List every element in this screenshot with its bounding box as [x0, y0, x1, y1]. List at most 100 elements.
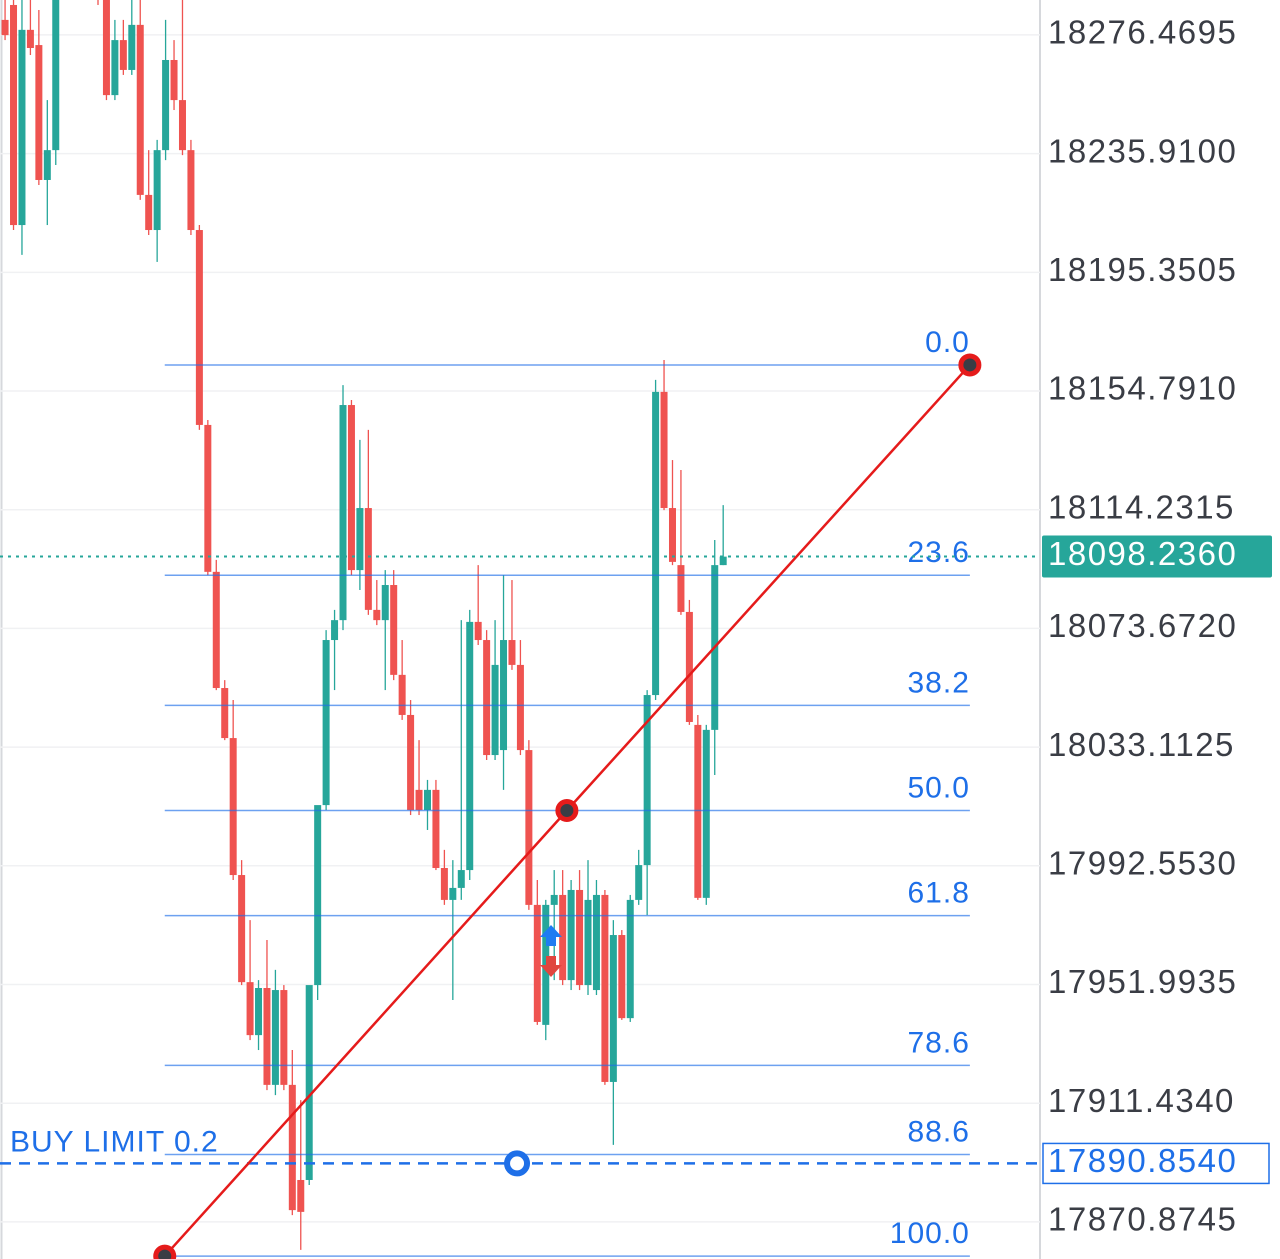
fib-level-label: 61.8 — [907, 877, 969, 910]
candle-body — [195, 230, 203, 425]
candle-body — [508, 640, 516, 665]
fib-level-label: 88.6 — [907, 1115, 969, 1148]
candle-body — [297, 1179, 305, 1212]
candle-body — [153, 150, 161, 231]
candle-body — [1, 19, 9, 36]
candle-body — [677, 565, 685, 612]
y-tick-label: 18276.4695 — [1048, 14, 1237, 51]
candle-body — [18, 29, 26, 226]
order-handle — [504, 1150, 531, 1177]
candle-body — [719, 556, 727, 566]
candle-body — [390, 585, 398, 675]
trendline-anchor — [555, 799, 579, 823]
candle-body — [618, 935, 626, 1019]
candle-body — [407, 714, 415, 811]
trendline-anchor — [153, 1244, 177, 1259]
candle-body — [221, 688, 229, 739]
candle-body — [170, 59, 178, 101]
candle-body — [314, 805, 322, 986]
fib-level-label: 50.0 — [907, 771, 969, 804]
price-axis: 18276.4695 18235.9100 18195.3505 18154.7910… — [1042, 14, 1272, 1238]
candle-body — [347, 405, 355, 571]
current-price-label: 18098.2360 — [1048, 535, 1237, 572]
candle-body — [178, 100, 186, 151]
y-tick-label: 18195.3505 — [1048, 251, 1237, 288]
y-tick-label: 17951.9935 — [1048, 963, 1237, 1000]
candle-body — [449, 887, 457, 900]
y-tick-label: 18114.2315 — [1048, 488, 1235, 525]
candle-body — [238, 875, 246, 983]
candle-body — [542, 904, 550, 1025]
candle-body — [364, 508, 372, 610]
candle-body — [373, 609, 381, 621]
candle-body — [339, 405, 347, 621]
candle-body — [398, 674, 406, 715]
candle-body — [601, 894, 609, 1082]
y-tick-label: 18235.9100 — [1048, 132, 1237, 169]
y-tick-label: 17870.8745 — [1048, 1201, 1237, 1238]
candle-body — [212, 571, 220, 689]
trendline-anchor — [958, 353, 982, 377]
candle-body — [255, 988, 263, 1036]
y-tick-label: 18073.6720 — [1048, 607, 1237, 644]
candle-body — [111, 40, 119, 96]
candle-body — [576, 889, 584, 986]
current-price-box — [1042, 535, 1272, 578]
candle-body — [652, 391, 660, 696]
candle-body — [187, 150, 195, 231]
candle-body — [263, 988, 271, 1085]
candle-body — [474, 621, 482, 641]
candle-body — [35, 45, 43, 180]
candle-body — [516, 664, 524, 751]
buy-marker — [540, 925, 562, 946]
order-price-box — [1042, 1142, 1270, 1185]
candle-body — [626, 899, 634, 1019]
candle-body — [466, 621, 474, 871]
candle-body — [491, 664, 499, 756]
candle-body — [102, 0, 110, 96]
candle-body — [136, 24, 144, 195]
candle-body — [685, 611, 693, 722]
y-tick-label: 18033.1125 — [1048, 726, 1235, 763]
y-tick-label: 18154.7910 — [1048, 370, 1237, 407]
candle-body — [643, 695, 651, 866]
candle-body — [660, 391, 668, 509]
candle-body — [533, 904, 541, 1022]
candle-body — [500, 640, 508, 751]
candle-body — [271, 990, 279, 1085]
candle-body — [145, 194, 153, 231]
grid — [0, 34, 1040, 1223]
candle-body — [288, 1084, 296, 1211]
candle-body — [229, 738, 237, 876]
candle-body — [43, 150, 51, 180]
candle-body — [440, 868, 448, 900]
fib-level-label: 23.6 — [907, 536, 969, 569]
candle-body — [567, 889, 575, 981]
candle-body — [246, 982, 254, 1036]
candle-body — [694, 724, 702, 898]
fib-level-label: 100.0 — [890, 1217, 970, 1250]
candle-body — [702, 729, 710, 898]
candle-body — [356, 508, 364, 571]
candle-body — [550, 894, 558, 905]
candle-body — [322, 640, 330, 806]
candle-body — [128, 24, 136, 70]
candle-body — [162, 59, 170, 151]
candle-body — [204, 424, 212, 572]
order-price-label: 17890.8540 — [1048, 1142, 1237, 1179]
candle-body — [592, 894, 600, 991]
candle-body — [10, 4, 18, 226]
y-tick-label: 17911.4340 — [1048, 1082, 1235, 1119]
candle-body — [432, 789, 440, 869]
fib-level-label: 38.2 — [907, 666, 969, 699]
candle-body — [525, 750, 533, 905]
fib-level-label: 0.0 — [925, 326, 970, 359]
candle-body — [415, 789, 423, 811]
candle-body — [635, 865, 643, 900]
sell-marker — [540, 956, 562, 977]
candle-body — [423, 789, 431, 811]
candle-body — [381, 585, 389, 621]
y-tick-label: 17992.5530 — [1048, 845, 1237, 882]
candle-body — [331, 620, 339, 641]
